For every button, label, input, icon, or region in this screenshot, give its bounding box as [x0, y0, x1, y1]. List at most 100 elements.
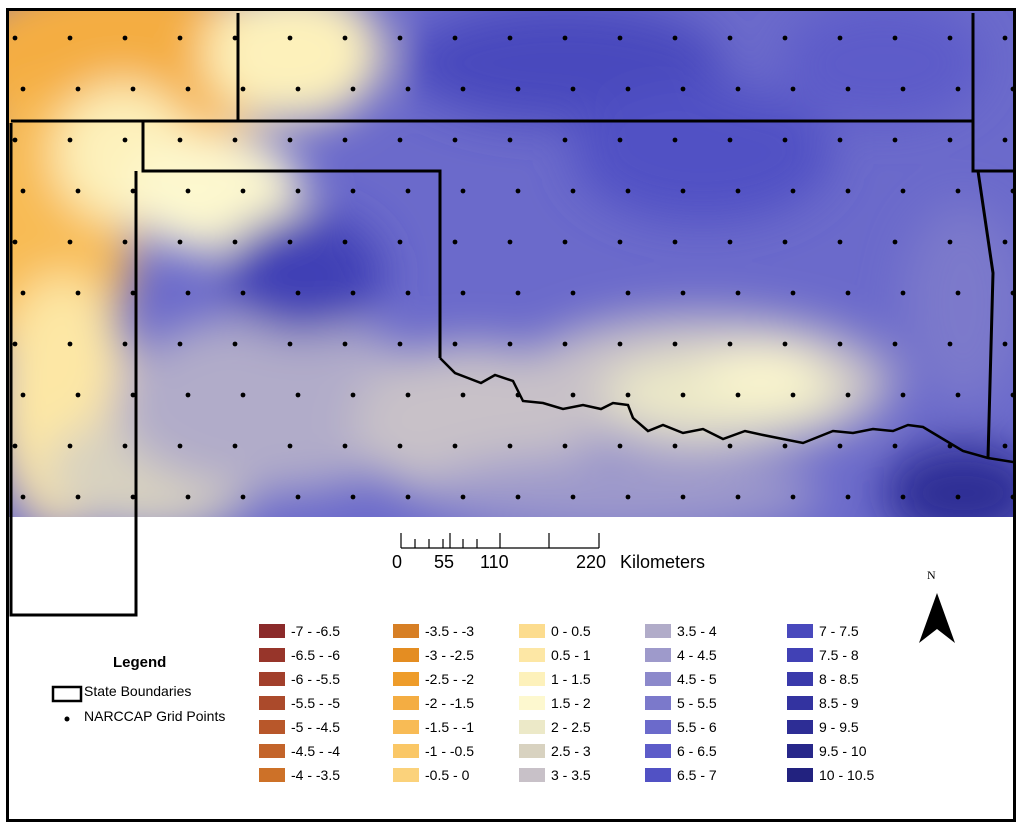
- grid-point: [12, 239, 18, 245]
- grid-point: [75, 494, 81, 500]
- grid-point: [1002, 239, 1008, 245]
- legend-swatch: [787, 696, 813, 710]
- state-boundaries: [9, 13, 1013, 617]
- legend-class-item: 9 - 9.5: [787, 719, 859, 735]
- grid-point: [130, 494, 136, 500]
- legend-class-label: 2.5 - 3: [551, 743, 591, 759]
- grid-point: [12, 35, 18, 41]
- grid-point: [1002, 137, 1008, 143]
- grid-point: [1010, 494, 1013, 500]
- grid-point: [75, 188, 81, 194]
- grid-point: [350, 290, 356, 296]
- grid-point: [515, 86, 521, 92]
- grid-point: [122, 443, 128, 449]
- legend-swatch: [259, 696, 285, 710]
- legend-class-item: 5.5 - 6: [645, 719, 717, 735]
- grid-point: [507, 239, 513, 245]
- grid-point: [892, 443, 898, 449]
- grid-point: [232, 137, 238, 143]
- legend-class-item: 8.5 - 9: [787, 695, 859, 711]
- legend-title: Legend: [113, 654, 167, 671]
- legend-class-label: 1.5 - 2: [551, 695, 591, 711]
- legend-class-item: -1 - -0.5: [393, 743, 474, 759]
- legend-swatch: [645, 696, 671, 710]
- legend-swatch: [259, 720, 285, 734]
- grid-point: [405, 86, 411, 92]
- grid-point: [625, 494, 631, 500]
- grid-point: [240, 392, 246, 398]
- grid-point: [350, 494, 356, 500]
- legend-class-label: 8.5 - 9: [819, 695, 859, 711]
- legend-swatch: [519, 720, 545, 734]
- map-frame: [6, 8, 1016, 822]
- grid-point: [735, 290, 741, 296]
- legend-class-item: -3.5 - -3: [393, 623, 474, 639]
- grid-point: [727, 239, 733, 245]
- grid-point: [350, 188, 356, 194]
- grid-point: [570, 392, 576, 398]
- grid-point: [130, 86, 136, 92]
- legend-class-label: 4.5 - 5: [677, 671, 717, 687]
- grid-point: [837, 137, 843, 143]
- grid-point: [672, 239, 678, 245]
- legend-class-item: 3.5 - 4: [645, 623, 717, 639]
- legend-class-label: -6.5 - -6: [291, 647, 341, 663]
- legend-class-item: 10 - 10.5: [787, 767, 874, 783]
- legend-swatch: [645, 720, 671, 734]
- grid-point: [735, 392, 741, 398]
- legend-class-item: -2.5 - -2: [393, 671, 474, 687]
- legend-swatch: [787, 744, 813, 758]
- grid-point: [177, 35, 183, 41]
- legend-class-label: 2 - 2.5: [551, 719, 591, 735]
- grid-point: [397, 239, 403, 245]
- legend-class-label: 6.5 - 7: [677, 767, 717, 783]
- state-boundaries-label: State Boundaries: [84, 683, 192, 699]
- grid-point: [947, 137, 953, 143]
- grid-point: [240, 86, 246, 92]
- grid-point: [955, 188, 961, 194]
- legend-class-label: 7 - 7.5: [819, 623, 859, 639]
- legend-class-item: -4 - -3.5: [259, 767, 340, 783]
- legend-swatch: [645, 672, 671, 686]
- grid-point: [680, 392, 686, 398]
- legend-class-label: -3.5 - -3: [425, 623, 475, 639]
- grid-point: [680, 86, 686, 92]
- legend-class-item: -5 - -4.5: [259, 719, 340, 735]
- legend-swatch: [787, 624, 813, 638]
- legend-swatch: [259, 672, 285, 686]
- north-arrow-icon: [919, 593, 955, 643]
- legend-swatch: [393, 744, 419, 758]
- legend-class-label: -1 - -0.5: [425, 743, 475, 759]
- grid-point: [617, 35, 623, 41]
- grid-point: [350, 392, 356, 398]
- grid-point: [955, 494, 961, 500]
- legend-class-label: -6 - -5.5: [291, 671, 341, 687]
- legend-class-item: -7 - -6.5: [259, 623, 340, 639]
- grid-point: [130, 290, 136, 296]
- grid-point: [727, 137, 733, 143]
- grid-point: [790, 86, 796, 92]
- grid-point: [735, 188, 741, 194]
- grid-point: [452, 35, 458, 41]
- grid-point: [405, 392, 411, 398]
- legend-swatch: [519, 648, 545, 662]
- grid-point: [460, 86, 466, 92]
- grid-point: [460, 494, 466, 500]
- legend-class-label: -4 - -3.5: [291, 767, 341, 783]
- grid-point: [1010, 86, 1013, 92]
- grid-point: [342, 443, 348, 449]
- grid-point: [67, 137, 73, 143]
- legend-class-label: 7.5 - 8: [819, 647, 859, 663]
- grid-point: [1010, 392, 1013, 398]
- legend-swatch: [645, 648, 671, 662]
- grid-point: [570, 86, 576, 92]
- grid-point: [232, 443, 238, 449]
- grid-point: [287, 341, 293, 347]
- legend-swatch: [787, 768, 813, 782]
- grid-point: [185, 86, 191, 92]
- scale-bar: [400, 533, 600, 549]
- legend-class-label: -2.5 - -2: [425, 671, 475, 687]
- grid-point: [837, 239, 843, 245]
- state-boundary-legend-symbol: [51, 685, 83, 703]
- grid-point: [1002, 35, 1008, 41]
